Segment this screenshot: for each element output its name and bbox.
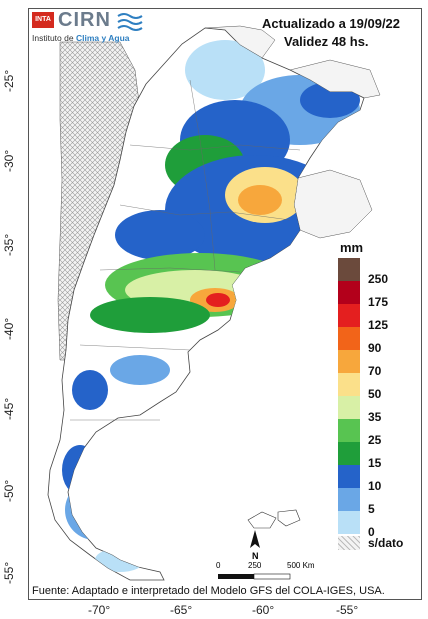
legend-swatch bbox=[338, 281, 360, 304]
lat-label: -40° bbox=[2, 317, 16, 340]
north-arrow-icon bbox=[250, 530, 260, 548]
lon-label: -60° bbox=[252, 603, 275, 617]
legend-swatch bbox=[338, 327, 360, 350]
legend-label: 10 bbox=[368, 479, 382, 493]
legend-swatch bbox=[338, 304, 360, 327]
lat-label: -55° bbox=[2, 561, 16, 584]
legend-label: 0 bbox=[368, 525, 375, 539]
legend-label: 125 bbox=[368, 318, 389, 332]
validity-period: Validez 48 hs. bbox=[284, 34, 369, 49]
cirn-logo: CIRN bbox=[58, 9, 111, 31]
legend-label: 15 bbox=[368, 456, 382, 470]
scale-label-end: 500 Km bbox=[287, 561, 315, 570]
update-date: Actualizado a 19/09/22 bbox=[262, 16, 401, 31]
legend-swatch bbox=[338, 442, 360, 465]
inta-logo: INTA bbox=[32, 12, 54, 28]
lat-label: -45° bbox=[2, 397, 16, 420]
legend-swatch bbox=[338, 258, 360, 281]
legend-label: 50 bbox=[368, 387, 382, 401]
institute-accent: Clima y Agua bbox=[75, 33, 130, 43]
lat-label: -30° bbox=[2, 149, 16, 172]
lat-label: -35° bbox=[2, 233, 16, 256]
legend-label: 175 bbox=[368, 295, 389, 309]
malvinas-islands bbox=[247, 509, 301, 529]
lon-label: -55° bbox=[336, 603, 359, 617]
scale-label-mid: 250 bbox=[248, 561, 262, 570]
legend-label: 70 bbox=[368, 364, 382, 378]
legend-swatch bbox=[338, 419, 360, 442]
legend-label: 35 bbox=[368, 410, 382, 424]
legend-swatch bbox=[338, 373, 360, 396]
scale-bar bbox=[218, 573, 291, 580]
legend-unit: mm bbox=[340, 240, 364, 255]
institute-prefix: Instituto de bbox=[32, 33, 76, 43]
lat-label: -50° bbox=[2, 479, 16, 502]
legend-label: 25 bbox=[368, 433, 382, 447]
legend-label: 250 bbox=[368, 272, 389, 286]
water-waves-icon bbox=[117, 13, 143, 31]
legend-label: 5 bbox=[368, 502, 375, 516]
north-label: N bbox=[252, 551, 259, 561]
legend-swatch bbox=[338, 536, 360, 550]
legend-swatch bbox=[338, 350, 360, 373]
institute-name: Instituto de Clima y Agua bbox=[32, 33, 130, 43]
legend-swatch bbox=[338, 396, 360, 419]
scale-label-zero: 0 bbox=[216, 561, 221, 570]
lat-label: -25° bbox=[2, 69, 16, 92]
lon-label: -70° bbox=[88, 603, 111, 617]
source-caption: Fuente: Adaptado e interpretado del Mode… bbox=[32, 585, 385, 597]
legend-label: s/dato bbox=[368, 536, 404, 550]
legend-swatch bbox=[338, 465, 360, 488]
legend-swatch bbox=[338, 511, 360, 534]
lon-label: -65° bbox=[170, 603, 193, 617]
province-borders bbox=[70, 79, 301, 421]
legend-swatch bbox=[338, 488, 360, 511]
legend-label: 90 bbox=[368, 341, 382, 355]
